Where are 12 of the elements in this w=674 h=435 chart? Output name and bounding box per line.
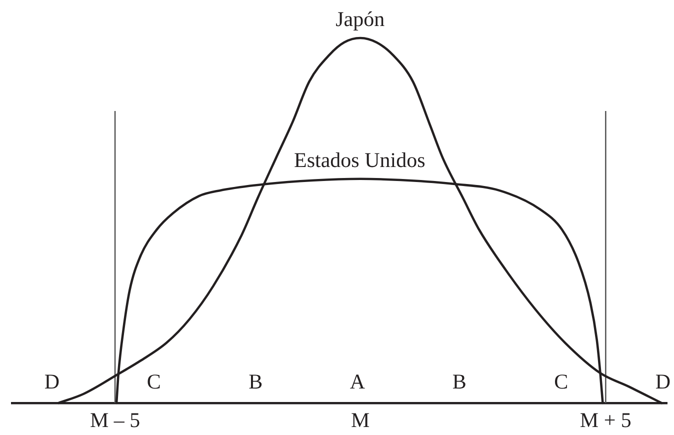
series-label: Japón <box>336 7 386 32</box>
annotation: A <box>350 370 366 394</box>
annotation: D <box>44 370 60 394</box>
annotation: B <box>452 370 466 394</box>
x-tick-label: M + 5 <box>580 408 632 432</box>
series-label: Estados Unidos <box>294 148 426 172</box>
annotation: D <box>655 370 671 394</box>
annotation: B <box>248 370 263 394</box>
annotation: C <box>146 370 161 394</box>
annotation: C <box>554 370 568 394</box>
x-tick-label: M – 5 <box>90 408 140 432</box>
x-tick-label: M <box>351 408 370 432</box>
